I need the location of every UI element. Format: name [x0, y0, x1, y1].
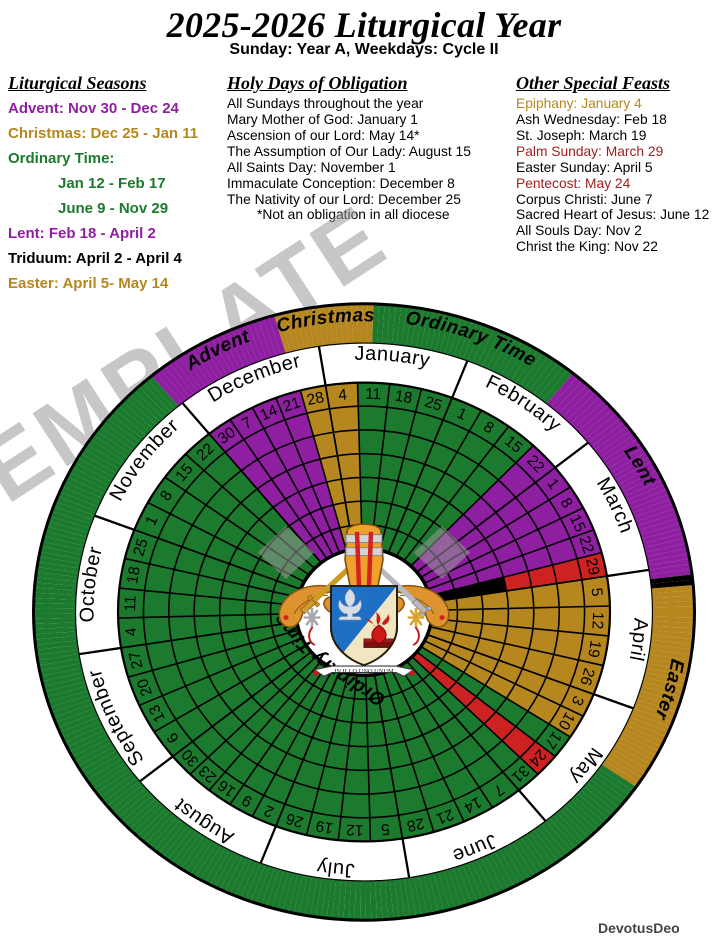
- svg-text:11: 11: [365, 386, 382, 404]
- svg-text:5: 5: [588, 587, 606, 597]
- svg-text:19: 19: [584, 639, 604, 659]
- svg-text:18: 18: [124, 565, 144, 585]
- svg-text:IN ILLO UNO UNUM: IN ILLO UNO UNUM: [334, 668, 394, 675]
- svg-text:28: 28: [305, 389, 325, 409]
- svg-text:12: 12: [588, 612, 606, 630]
- svg-text:29: 29: [582, 557, 602, 577]
- svg-text:July: July: [315, 856, 355, 882]
- svg-text:18: 18: [394, 388, 414, 408]
- svg-text:11: 11: [122, 595, 140, 612]
- svg-text:12: 12: [346, 821, 364, 839]
- svg-text:19: 19: [315, 817, 335, 837]
- svg-text:5: 5: [380, 820, 390, 838]
